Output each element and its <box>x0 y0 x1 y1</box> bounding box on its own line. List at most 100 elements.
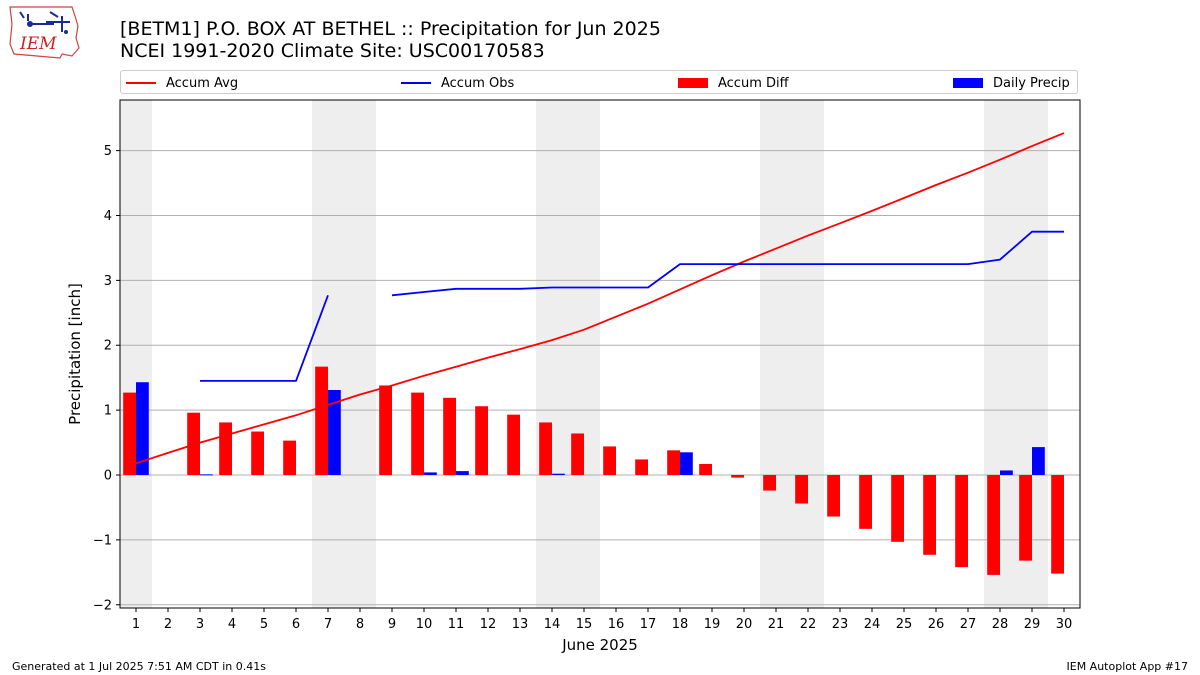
bar-accum-diff <box>251 431 264 475</box>
x-tick-label: 25 <box>896 617 913 632</box>
x-tick-label: 26 <box>928 617 945 632</box>
bar-daily-precip <box>328 390 341 475</box>
legend-label: Accum Obs <box>441 75 515 91</box>
x-tick-label: 18 <box>672 617 689 632</box>
x-tick-label: 15 <box>576 617 593 632</box>
legend-label: Accum Diff <box>718 75 789 91</box>
bar-accum-diff <box>1051 474 1064 574</box>
footer-generated: Generated at 1 Jul 2025 7:51 AM CDT in 0… <box>12 660 266 673</box>
bars <box>123 366 1064 575</box>
footer-app: IEM Autoplot App #17 <box>1066 660 1189 673</box>
bar-daily-precip <box>424 472 437 475</box>
bar-accum-diff <box>443 397 456 475</box>
bar-accum-diff <box>219 422 232 475</box>
legend-label: Accum Avg <box>166 75 239 91</box>
bar-accum-diff <box>667 450 680 475</box>
lines <box>135 132 1065 465</box>
legend-item-daily-precip: Daily Precip <box>953 74 1070 92</box>
bar-accum-diff <box>955 474 968 568</box>
x-tick-label: 7 <box>324 617 332 632</box>
x-tick-label: 24 <box>864 617 881 632</box>
x-tick-label: 23 <box>832 617 849 632</box>
bar-accum-diff <box>795 474 808 504</box>
y-tick-label: 0 <box>104 468 112 483</box>
x-tick-label: 11 <box>448 617 465 632</box>
bar-accum-diff <box>699 463 712 475</box>
bar-accum-diff <box>827 474 840 517</box>
logo-text: IEM <box>19 34 57 54</box>
x-axis-ticks: 1 2 3 4 5 6 7 8 9 10 11 12 13 14 15 16 17 18 19 20 21 22 23 24 2… <box>132 608 1072 632</box>
bar-accum-diff <box>283 440 296 475</box>
line-accum-obs <box>200 294 329 382</box>
iem-logo: IEM <box>9 6 80 59</box>
x-tick-label: 4 <box>228 617 236 632</box>
bar-accum-diff <box>123 392 136 475</box>
bar-daily-precip <box>456 471 469 475</box>
legend-swatch <box>678 78 708 88</box>
x-tick-label: 20 <box>736 617 753 632</box>
x-tick-label: 8 <box>356 617 364 632</box>
chart-subtitle: NCEI 1991-2020 Climate Site: USC00170583 <box>120 40 545 62</box>
x-tick-label: 2 <box>164 617 172 632</box>
bar-daily-precip <box>1000 470 1013 475</box>
x-tick-label: 3 <box>196 617 204 632</box>
legend-swatch <box>126 82 156 84</box>
bar-accum-diff <box>411 392 424 475</box>
weekend-band <box>120 100 152 608</box>
y-tick-label: −2 <box>93 598 112 613</box>
bar-accum-diff <box>635 459 648 475</box>
bar-accum-diff <box>315 366 328 475</box>
y-axis-label: Precipitation [inch] <box>66 283 84 425</box>
weekend-band <box>536 100 600 608</box>
x-tick-label: 12 <box>480 617 497 632</box>
bar-accum-diff <box>379 385 392 475</box>
x-tick-label: 17 <box>640 617 657 632</box>
chart-title: [BETM1] P.O. BOX AT BETHEL :: Precipitat… <box>120 18 661 40</box>
bar-accum-diff <box>731 474 744 478</box>
legend-swatch <box>953 78 983 88</box>
weekend-shading <box>120 100 1048 608</box>
x-tick-label: 30 <box>1056 617 1073 632</box>
x-tick-label: 22 <box>800 617 817 632</box>
x-tick-label: 6 <box>292 617 300 632</box>
plot-frame <box>119 99 1081 609</box>
bar-daily-precip <box>200 474 213 476</box>
x-tick-label: 29 <box>1024 617 1041 632</box>
legend: Accum Avg Accum Obs Accum Diff Daily Pre… <box>120 70 1078 94</box>
x-axis-label: June 2025 <box>561 636 638 654</box>
y-tick-label: 2 <box>104 339 112 354</box>
bar-accum-diff <box>507 414 520 475</box>
x-tick-label: 13 <box>512 617 529 632</box>
bar-accum-diff <box>571 433 584 475</box>
x-tick-label: 16 <box>608 617 625 632</box>
bar-accum-diff <box>891 474 904 542</box>
line-accum-avg <box>135 132 1065 465</box>
y-tick-label: −1 <box>93 533 112 548</box>
bar-accum-diff <box>539 422 552 475</box>
y-tick-label: 4 <box>104 209 112 224</box>
legend-swatch <box>401 82 431 84</box>
x-tick-label: 9 <box>388 617 396 632</box>
legend-label: Daily Precip <box>993 75 1070 91</box>
legend-item-accum-avg: Accum Avg <box>126 74 238 92</box>
bar-daily-precip <box>1032 447 1045 475</box>
y-tick-label: 5 <box>104 144 112 159</box>
y-axis-ticks: −2 −1 0 1 2 3 4 5 <box>93 144 120 613</box>
x-tick-label: 1 <box>132 617 140 632</box>
x-tick-label: 19 <box>704 617 721 632</box>
bar-daily-precip <box>552 473 565 475</box>
legend-item-accum-diff: Accum Diff <box>678 74 789 92</box>
x-tick-label: 28 <box>992 617 1009 632</box>
bar-accum-diff <box>1019 474 1032 561</box>
y-tick-label: 1 <box>104 404 112 419</box>
x-tick-label: 14 <box>544 617 561 632</box>
x-tick-label: 27 <box>960 617 977 632</box>
gridlines <box>120 150 1080 606</box>
y-tick-label: 3 <box>104 274 112 289</box>
x-tick-label: 5 <box>260 617 268 632</box>
bar-accum-diff <box>603 446 616 475</box>
bar-accum-diff <box>987 474 1000 575</box>
bar-accum-diff <box>923 474 936 555</box>
bar-accum-diff <box>763 474 776 491</box>
